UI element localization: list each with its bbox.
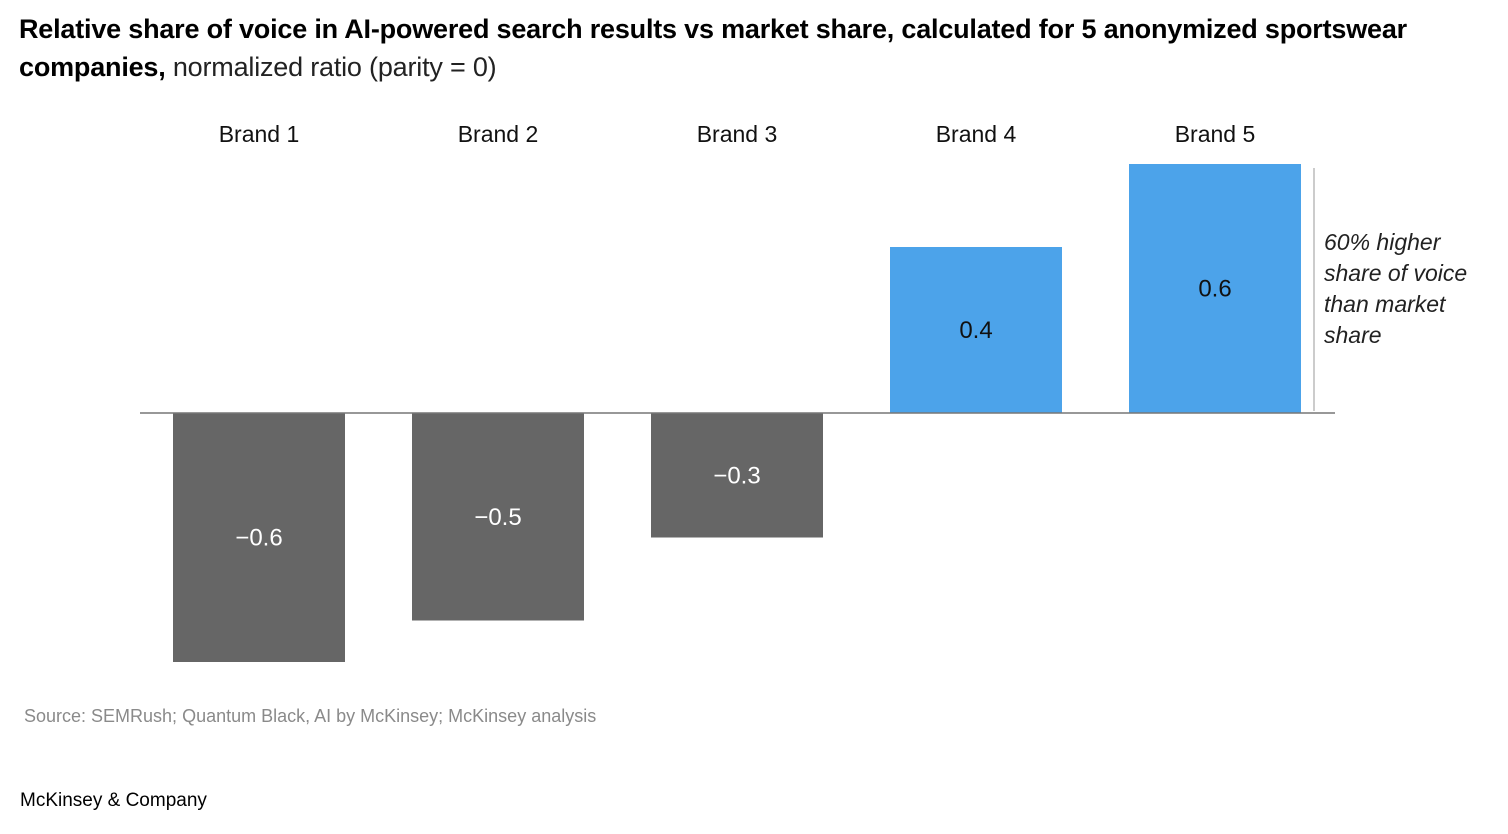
- data-label: −0.6: [235, 525, 282, 552]
- annotation-text-line: share: [1324, 322, 1382, 348]
- bar-brand-2: [412, 413, 584, 621]
- data-label: 0.4: [959, 317, 992, 344]
- data-label: 0.6: [1198, 276, 1231, 303]
- bar-brand-4: [890, 247, 1062, 413]
- data-label: −0.3: [713, 462, 760, 489]
- annotation-text-line: than market: [1324, 291, 1447, 317]
- labels-layer: Brand 1 −0.6 Brand 2 −0.5 Brand 3 −0.3 Brand 4…: [219, 121, 1256, 552]
- bar-brand-5: [1129, 164, 1301, 413]
- category-label: Brand 1: [219, 121, 300, 147]
- chart-title: Relative share of voice in AI-powered se…: [19, 10, 1489, 86]
- annotation-text-line: 60% higher: [1324, 229, 1442, 255]
- category-label: Brand 5: [1175, 121, 1256, 147]
- bar-brand-3: [651, 413, 823, 538]
- category-label: Brand 2: [458, 121, 539, 147]
- chart-title-bold: Relative share of voice in AI-powered se…: [19, 14, 1407, 82]
- annotation: 60% higher share of voice than market share: [1313, 168, 1467, 411]
- chart-title-subtitle: normalized ratio (parity = 0): [165, 52, 497, 82]
- brand-logo-text: McKinsey & Company: [20, 790, 207, 811]
- bars-layer: [173, 164, 1301, 662]
- annotation-text-line: share of voice: [1324, 260, 1467, 286]
- category-label: Brand 4: [936, 121, 1017, 147]
- category-label: Brand 3: [697, 121, 778, 147]
- data-label: −0.5: [474, 504, 521, 531]
- bar-brand-1: [173, 413, 345, 662]
- source-note: Source: SEMRush; Quantum Black, AI by Mc…: [24, 706, 597, 726]
